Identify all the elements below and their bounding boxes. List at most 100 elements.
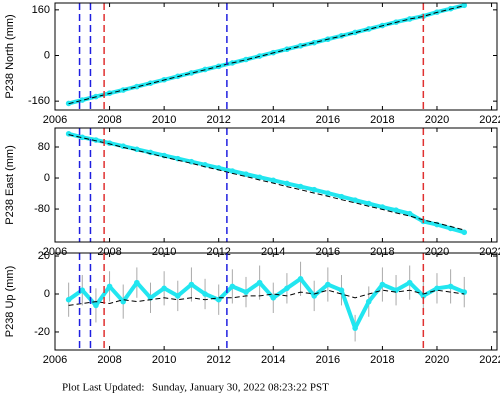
y-tick-label: 20 xyxy=(38,250,50,262)
data-point xyxy=(461,229,468,236)
data-point xyxy=(352,29,358,36)
data-point xyxy=(447,283,454,290)
data-point xyxy=(284,180,290,187)
data-point xyxy=(256,174,263,181)
data-point xyxy=(311,293,317,299)
data-point xyxy=(325,190,331,196)
data-point xyxy=(434,285,440,292)
x-tick-label: 2016 xyxy=(316,246,340,258)
data-point xyxy=(243,289,249,295)
data-point xyxy=(79,134,86,141)
data-point xyxy=(352,325,358,331)
x-tick-label: 2006 xyxy=(43,246,67,258)
data-trace xyxy=(67,276,466,331)
x-tick-label: 2016 xyxy=(316,114,340,126)
data-point xyxy=(106,283,113,290)
data-point xyxy=(406,279,413,286)
x-tick-label: 2018 xyxy=(370,114,394,126)
data-point xyxy=(270,294,277,301)
data-point xyxy=(297,43,304,49)
data-point xyxy=(106,140,113,146)
data-point xyxy=(256,279,263,286)
data-point xyxy=(365,26,372,32)
data-point xyxy=(365,298,372,305)
data-point xyxy=(420,293,427,299)
data-point xyxy=(284,285,290,292)
data-point xyxy=(161,285,167,292)
y-tick-label: 80 xyxy=(38,141,50,153)
data-point xyxy=(379,204,386,210)
data-point xyxy=(174,293,181,299)
x-tick-label: 2014 xyxy=(261,354,285,366)
data-point xyxy=(365,200,372,207)
footer-label: Plot Last Updated: xyxy=(62,382,145,394)
data-point xyxy=(406,16,413,22)
plot-area xyxy=(65,3,468,107)
plot-frame xyxy=(54,252,498,351)
data-point xyxy=(188,281,195,288)
data-point xyxy=(352,197,358,203)
x-tick-label: 2022 xyxy=(479,354,500,366)
x-tick-label: 2008 xyxy=(97,114,121,126)
x-tick-label: 2008 xyxy=(97,354,121,366)
x-tick-label: 2014 xyxy=(261,114,285,126)
data-point xyxy=(147,149,154,156)
x-tick-label: 2018 xyxy=(370,354,394,366)
data-point xyxy=(202,291,208,297)
data-point xyxy=(311,39,317,46)
data-point xyxy=(379,281,386,288)
data-point xyxy=(134,146,140,153)
x-tick-label: 2020 xyxy=(425,246,449,258)
model-line xyxy=(68,134,465,231)
data-point xyxy=(338,193,345,200)
y-tick-label: 0 xyxy=(44,288,50,300)
x-tick-label: 2020 xyxy=(425,114,449,126)
y-tick-label: -20 xyxy=(34,326,50,338)
x-tick-label: 2018 xyxy=(370,246,394,258)
data-point xyxy=(461,3,468,9)
x-tick-label: 2012 xyxy=(206,354,230,366)
data-point xyxy=(243,56,249,63)
y-tick-label: 160 xyxy=(32,4,50,16)
x-tick-label: 2012 xyxy=(206,246,230,258)
x-tick-label: 2022 xyxy=(479,114,500,126)
data-point xyxy=(229,168,236,174)
plot-frame xyxy=(54,127,498,243)
model-line xyxy=(68,289,465,306)
y-tick-label: -80 xyxy=(34,203,50,215)
plot-area xyxy=(65,131,468,236)
x-tick-label: 2006 xyxy=(43,354,67,366)
plot-frame xyxy=(54,2,498,111)
data-point xyxy=(325,281,331,288)
data-point xyxy=(243,171,249,177)
data-point xyxy=(79,97,86,103)
data-point xyxy=(297,276,304,282)
y-axis-label: P238 East (mm) xyxy=(4,145,16,224)
x-tick-label: 2010 xyxy=(152,246,176,258)
x-tick-label: 2010 xyxy=(152,354,176,366)
data-point xyxy=(65,131,72,137)
data-point xyxy=(338,287,345,294)
y-tick-label: 0 xyxy=(44,49,50,61)
footer-timestamp: Sunday, January 30, 2022 08:23:22 PST xyxy=(152,382,329,394)
data-point xyxy=(93,302,99,309)
data-point xyxy=(311,186,317,193)
y-axis-label: P238 Up (mm) xyxy=(4,266,16,338)
data-point xyxy=(79,287,86,294)
data-point xyxy=(393,207,399,214)
data-point xyxy=(93,137,99,143)
data-point xyxy=(134,279,140,286)
y-tick-label: 0 xyxy=(44,172,50,184)
x-tick-label: 2014 xyxy=(261,246,285,258)
data-point xyxy=(270,177,277,184)
x-tick-label: 2006 xyxy=(43,114,67,126)
x-tick-label: 2020 xyxy=(425,354,449,366)
data-point xyxy=(229,283,236,290)
data-point xyxy=(188,70,195,76)
y-axis-label: P238 North (mm) xyxy=(4,14,16,98)
plot-area xyxy=(65,261,468,342)
data-point xyxy=(297,183,304,190)
x-tick-label: 2012 xyxy=(206,114,230,126)
y-tick-label: -160 xyxy=(28,95,50,107)
